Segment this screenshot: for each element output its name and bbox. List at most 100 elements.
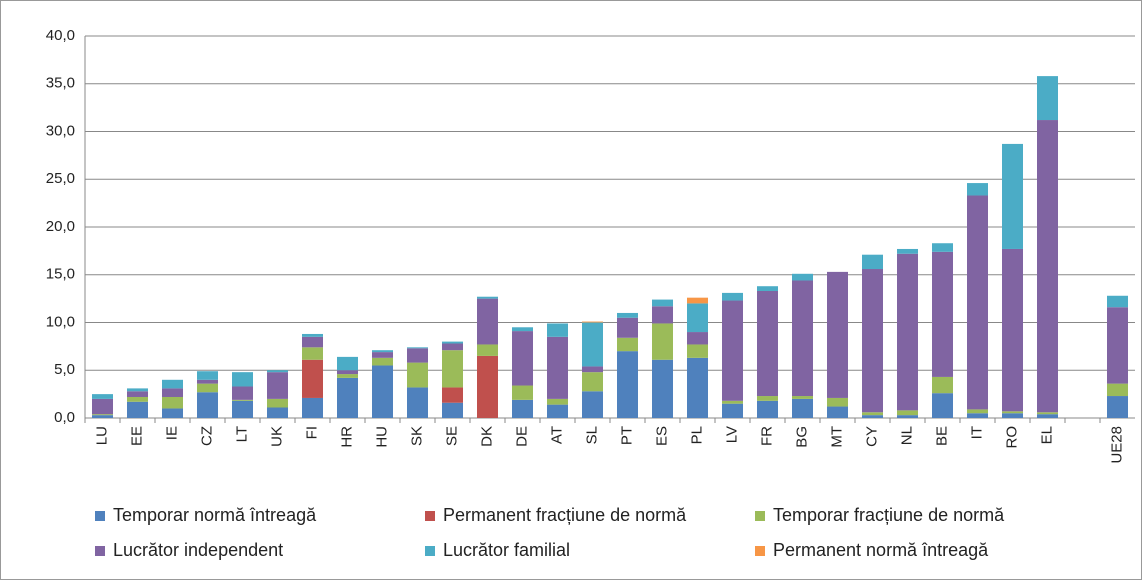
- bar-segment: [92, 414, 113, 416]
- bar-segment: [967, 409, 988, 414]
- bar-segment: [792, 273, 813, 281]
- x-tick-label: IT: [968, 426, 985, 439]
- y-tick-label: 15,0: [46, 266, 75, 283]
- bar-segment: [442, 387, 463, 403]
- bar-segment: [92, 394, 113, 399]
- bar-segment: [827, 397, 848, 407]
- bar-segment: [407, 362, 428, 388]
- bar-segment: [932, 376, 953, 394]
- bar-segment: [722, 403, 743, 418]
- bar-segment: [1107, 307, 1128, 384]
- y-tick-label: 0,0: [54, 409, 75, 426]
- x-tick-label: FR: [758, 426, 775, 446]
- bar-segment: [477, 296, 498, 299]
- legend-label: Temporar fracțiune de normă: [773, 505, 1005, 525]
- bar-segment: [687, 357, 708, 418]
- bar-segment: [722, 300, 743, 401]
- legend-label: Lucrător familial: [443, 540, 570, 560]
- bar-segment: [582, 321, 603, 323]
- bar-segment: [267, 370, 288, 373]
- bar-segment: [407, 347, 428, 349]
- bar-segment: [547, 336, 568, 399]
- bar-segment: [687, 297, 708, 304]
- legend: Temporar normă întreagă Permanent fracțiu…: [95, 505, 1005, 560]
- bar-segment: [302, 397, 323, 418]
- bar-segment: [1002, 248, 1023, 412]
- bar-segment: [372, 352, 393, 358]
- bar-segment: [232, 386, 253, 400]
- bar-segment: [897, 410, 918, 416]
- bar-segment: [897, 248, 918, 254]
- legend-swatch: [95, 546, 105, 556]
- bar-segment: [652, 306, 673, 324]
- bar-segment: [932, 393, 953, 418]
- bar-segment: [197, 383, 218, 393]
- bar-segment: [162, 408, 183, 418]
- bar-segment: [757, 400, 778, 418]
- bar-segment: [407, 387, 428, 418]
- legend-swatch: [425, 511, 435, 521]
- x-tick-label: RO: [1003, 426, 1020, 449]
- bar-segment: [162, 396, 183, 409]
- bar-segment: [827, 271, 848, 398]
- bar-segment: [232, 399, 253, 401]
- bar-segment: [127, 388, 148, 392]
- bar-segment: [232, 372, 253, 387]
- x-tick-label: UE28: [1108, 426, 1125, 464]
- bar-segment: [197, 392, 218, 418]
- y-tick-label: 10,0: [46, 313, 75, 330]
- bar-segment: [792, 280, 813, 397]
- bar-segment: [792, 398, 813, 418]
- bar-segment: [1002, 411, 1023, 414]
- y-tick-label: 35,0: [46, 75, 75, 92]
- x-tick-label: LU: [93, 426, 110, 445]
- y-tick-label: 20,0: [46, 218, 75, 235]
- x-tick-label: CZ: [198, 426, 215, 446]
- bar-segment: [442, 341, 463, 344]
- bar-segment: [512, 385, 533, 400]
- bar-segment: [862, 415, 883, 418]
- bar-segment: [967, 195, 988, 410]
- bar-segment: [372, 350, 393, 353]
- bar-segment: [932, 251, 953, 377]
- bar-segment: [1002, 143, 1023, 249]
- bar-segment: [967, 183, 988, 196]
- bar-segment: [1107, 383, 1128, 397]
- bar-segment: [792, 396, 813, 399]
- x-tick-label: SK: [408, 426, 425, 446]
- bar-segment: [582, 322, 603, 367]
- bar-segment: [1107, 396, 1128, 418]
- bar-segment: [757, 290, 778, 397]
- bar-segment: [1107, 295, 1128, 308]
- bar-segment: [232, 400, 253, 418]
- bar-segment: [197, 379, 218, 384]
- bar-segment: [302, 333, 323, 337]
- bar-segment: [687, 344, 708, 358]
- bar-segment: [477, 298, 498, 345]
- x-tick-label: FI: [303, 426, 320, 439]
- bar-segment: [722, 400, 743, 404]
- x-tick-label: EE: [128, 426, 145, 446]
- x-tick-label: AT: [548, 426, 565, 444]
- bar-segment: [302, 359, 323, 398]
- bar-segment: [687, 332, 708, 345]
- y-tick-label: 30,0: [46, 122, 75, 139]
- bar-segment: [267, 398, 288, 408]
- x-tick-label: SL: [583, 426, 600, 444]
- bar-segment: [547, 398, 568, 405]
- bar-segment: [337, 370, 358, 375]
- bar-segment: [512, 331, 533, 386]
- x-tick-label: HU: [373, 426, 390, 448]
- bar-segment: [617, 312, 638, 318]
- x-tick-label: LV: [723, 426, 740, 443]
- bar-segment: [757, 286, 778, 291]
- bar-segment: [652, 299, 673, 307]
- bar-segment: [617, 337, 638, 352]
- legend-swatch: [755, 546, 765, 556]
- x-tick-label: IE: [163, 426, 180, 440]
- bar-segment: [512, 327, 533, 332]
- bar-segment: [967, 413, 988, 418]
- bar-segment: [302, 347, 323, 360]
- bar-segment: [162, 388, 183, 397]
- bar-segment: [687, 303, 708, 333]
